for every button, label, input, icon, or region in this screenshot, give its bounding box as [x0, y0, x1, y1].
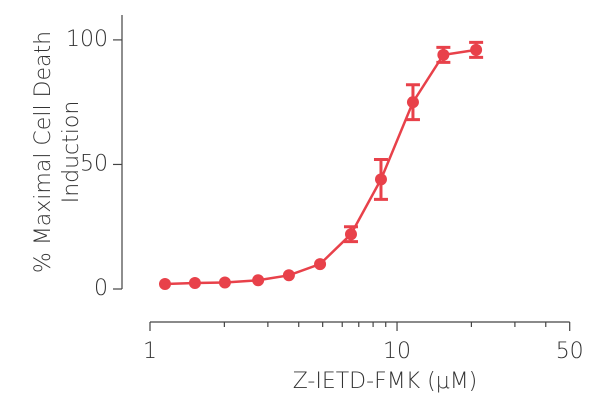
data-point	[374, 173, 387, 186]
data-point	[437, 48, 450, 61]
data-point	[406, 96, 419, 109]
y-axis-label: Induction	[59, 101, 84, 204]
data-point	[188, 277, 201, 290]
data-point	[218, 276, 231, 289]
x-tick-label: 50	[556, 339, 584, 364]
data-line	[164, 48, 477, 286]
data-point	[282, 269, 295, 282]
y-tick-label: 100	[66, 27, 108, 52]
x-tick-label: 10	[383, 339, 411, 364]
x-axis-label: Z-IETD-FMK (μM)	[293, 369, 478, 394]
y-axis-label: % Maximal Cell Death	[31, 31, 56, 273]
data-point	[344, 228, 357, 241]
data-point	[470, 43, 483, 56]
x-tick-label: 1	[143, 339, 157, 364]
data-point	[252, 274, 265, 287]
data-point	[158, 278, 171, 291]
y-tick-label: 50	[80, 151, 108, 176]
data-point	[314, 258, 327, 271]
y-tick-label: 0	[94, 276, 108, 301]
